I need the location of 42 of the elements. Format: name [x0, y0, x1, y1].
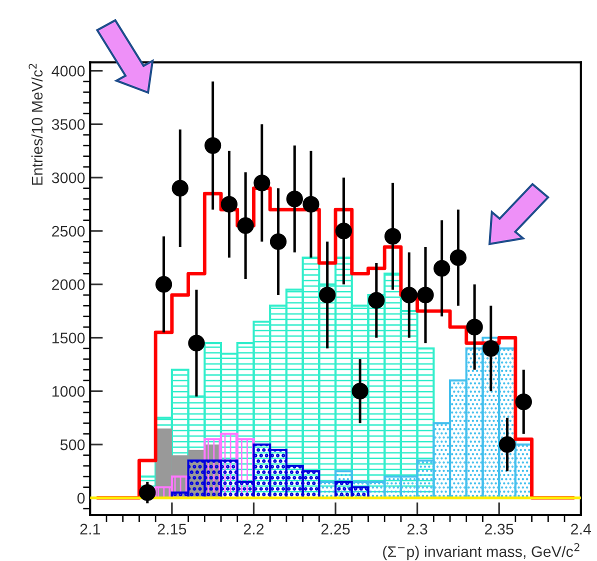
point	[482, 340, 500, 357]
point	[270, 233, 287, 250]
point	[237, 217, 254, 234]
point	[498, 436, 516, 453]
point	[172, 180, 188, 197]
point	[417, 286, 434, 304]
point	[466, 318, 483, 336]
point	[335, 222, 352, 240]
x-tick-label: 2.3	[407, 524, 428, 535]
y-tick-label: 500	[60, 439, 85, 450]
y-tick-label: 2500	[52, 226, 85, 237]
y-tick-label: 4000	[52, 66, 85, 76]
point	[155, 276, 172, 293]
point	[188, 334, 205, 352]
point	[254, 174, 270, 192]
point	[450, 249, 467, 266]
point	[220, 196, 238, 213]
y-tick-label: 1000	[52, 386, 85, 397]
point	[139, 484, 156, 501]
x-tick-label: 2.25	[321, 524, 350, 535]
point	[286, 190, 303, 208]
x-tick-label: 2.2	[244, 524, 264, 534]
y-tick-label: 1500	[52, 332, 85, 344]
y-tick-label: 3500	[52, 119, 85, 130]
x-tick-label: 2.15	[158, 524, 186, 535]
point	[368, 292, 385, 309]
point	[515, 393, 532, 410]
x-axis-title: (Σ$^{−}$p) invariant mass, GeV/c$^{2}$	[383, 543, 580, 560]
point	[434, 260, 450, 277]
y-tick-label: 2000	[52, 279, 85, 290]
y-tick-label: 0	[77, 492, 85, 504]
point	[319, 286, 336, 304]
y-tick-label: 3000	[52, 172, 85, 184]
x-tick-label: 2.35	[484, 524, 514, 535]
point	[384, 228, 402, 245]
point	[204, 137, 222, 154]
point	[302, 196, 320, 213]
point	[352, 382, 368, 400]
x-tick-label: 2.4	[571, 524, 592, 534]
y-axis-title: Entries/10 MeV/c$^{2}$	[28, 64, 43, 185]
x-tick-label: 2.1	[80, 524, 100, 534]
point	[400, 286, 418, 304]
